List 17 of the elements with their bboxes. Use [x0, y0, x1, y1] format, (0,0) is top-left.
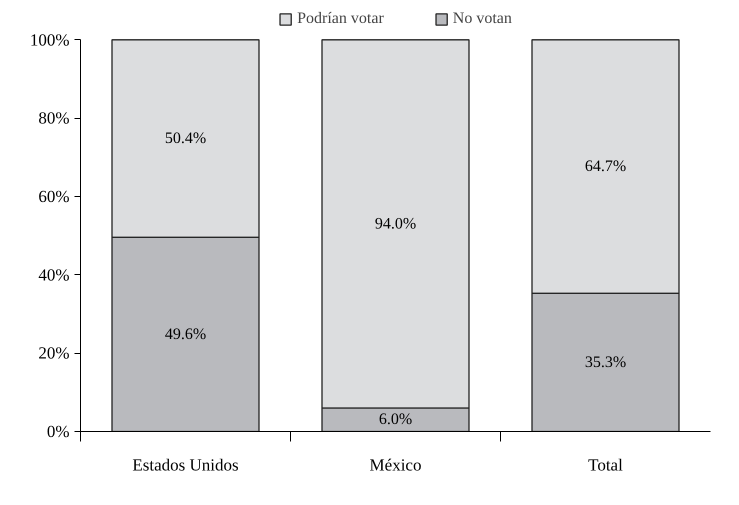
legend-label: Podrían votar — [297, 10, 384, 28]
data-label: 49.6% — [164, 326, 206, 343]
x-tick-label: México — [370, 456, 422, 474]
data-label: 35.3% — [584, 354, 626, 371]
y-tick-label: 0% — [46, 422, 70, 441]
y-tick-label: 60% — [38, 186, 70, 206]
y-tick-label: 20% — [38, 344, 70, 363]
y-tick-label: 80% — [38, 108, 70, 128]
x-tick-label: Total — [588, 456, 624, 474]
y-tick-label: 40% — [38, 265, 70, 284]
data-label: 64.7% — [584, 158, 626, 176]
legend-label: No votan — [452, 10, 512, 28]
x-tick-label: Estados Unidos — [132, 456, 239, 474]
y-tick-label: 100% — [30, 30, 70, 50]
data-label: 94.0% — [374, 215, 416, 232]
data-label: 50.4% — [164, 130, 206, 148]
data-label: 6.0% — [378, 411, 412, 428]
